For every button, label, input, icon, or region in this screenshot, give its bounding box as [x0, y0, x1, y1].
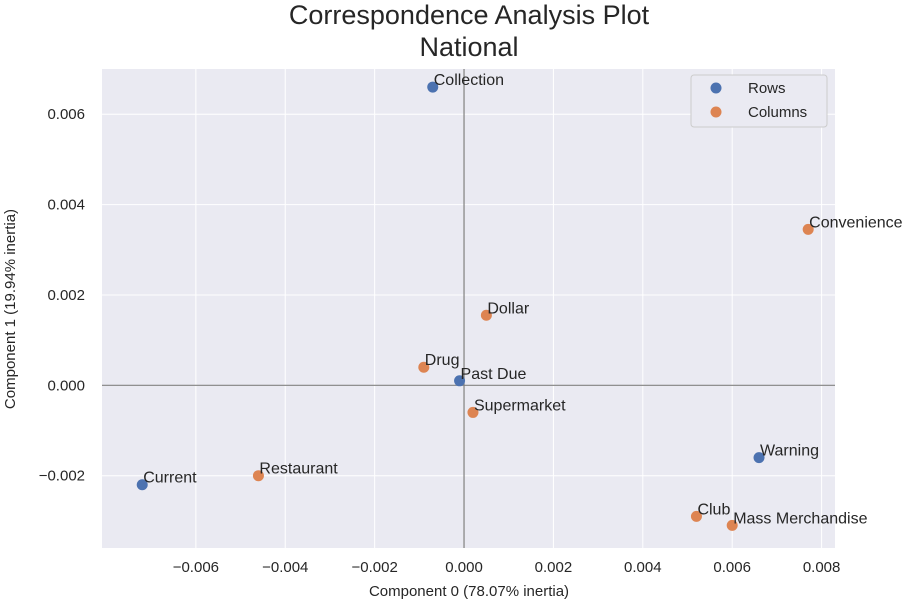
point-label-dollar: Dollar: [487, 300, 529, 317]
point-label-past-due: Past Due: [461, 366, 527, 383]
point-rows-current: [136, 479, 148, 491]
point-columns-convenience: [802, 223, 814, 235]
point-label-supermarket: Supermarket: [474, 397, 566, 414]
y-tick-label: 0.002: [47, 287, 85, 304]
point-label-warning: Warning: [760, 443, 819, 460]
point-columns-drug: [418, 361, 430, 373]
point-label-convenience: Convenience: [809, 214, 903, 231]
chart-title-line2: National: [419, 32, 518, 62]
point-label-drug: Drug: [425, 352, 460, 369]
legend-marker-rows: [710, 82, 722, 94]
x-axis-label: Component 0 (78.07% inertia): [369, 583, 569, 600]
point-label-current: Current: [143, 470, 197, 487]
legend: Rows Columns: [690, 74, 828, 128]
chart-title-line1: Correspondence Analysis Plot: [289, 0, 650, 30]
legend-label-rows: Rows: [748, 80, 786, 97]
point-columns-mass-merchandise: [726, 519, 738, 531]
point-columns-dollar: [480, 309, 492, 321]
point-rows-past-due: [454, 375, 466, 387]
x-tick-label: 0.006: [713, 559, 751, 576]
point-columns-supermarket: [467, 406, 479, 418]
point-label-club: Club: [697, 501, 730, 518]
point-label-collection: Collection: [434, 72, 504, 89]
point-rows-collection: [427, 81, 439, 93]
y-tick-label: 0.004: [47, 197, 85, 214]
legend-box: [690, 74, 828, 128]
point-columns-restaurant: [252, 470, 264, 482]
point-labels: Collection Past Due Current Warning Convenie…: [143, 72, 902, 527]
y-tick-label: 0.000: [47, 377, 85, 394]
x-tick-label: −0.004: [262, 559, 308, 576]
y-tick-label: 0.006: [47, 106, 85, 123]
y-axis-label: Component 1 (19.94% inertia): [2, 209, 19, 409]
legend-label-columns: Columns: [748, 104, 807, 121]
data-points: [136, 81, 814, 531]
x-tick-label: 0.008: [803, 559, 841, 576]
legend-marker-columns: [710, 106, 722, 118]
x-tick-label: −0.006: [173, 559, 219, 576]
x-tick-label: −0.002: [351, 559, 397, 576]
point-label-restaurant: Restaurant: [259, 461, 338, 478]
point-label-mass-merchandise: Mass Merchandise: [733, 510, 867, 527]
y-tick-labels: −0.002 0.000 0.002 0.004 0.006: [39, 106, 85, 485]
reference-lines: [102, 69, 835, 548]
x-tick-label: 0.000: [445, 559, 483, 576]
x-tick-label: 0.004: [624, 559, 662, 576]
plot-area: [102, 69, 835, 548]
point-columns-club: [690, 510, 702, 522]
x-tick-label: 0.002: [535, 559, 573, 576]
x-tick-labels: −0.006 −0.004 −0.002 0.000 0.002 0.004 0.006 0.…: [173, 559, 841, 576]
point-rows-warning: [753, 452, 765, 464]
y-tick-label: −0.002: [39, 468, 85, 485]
